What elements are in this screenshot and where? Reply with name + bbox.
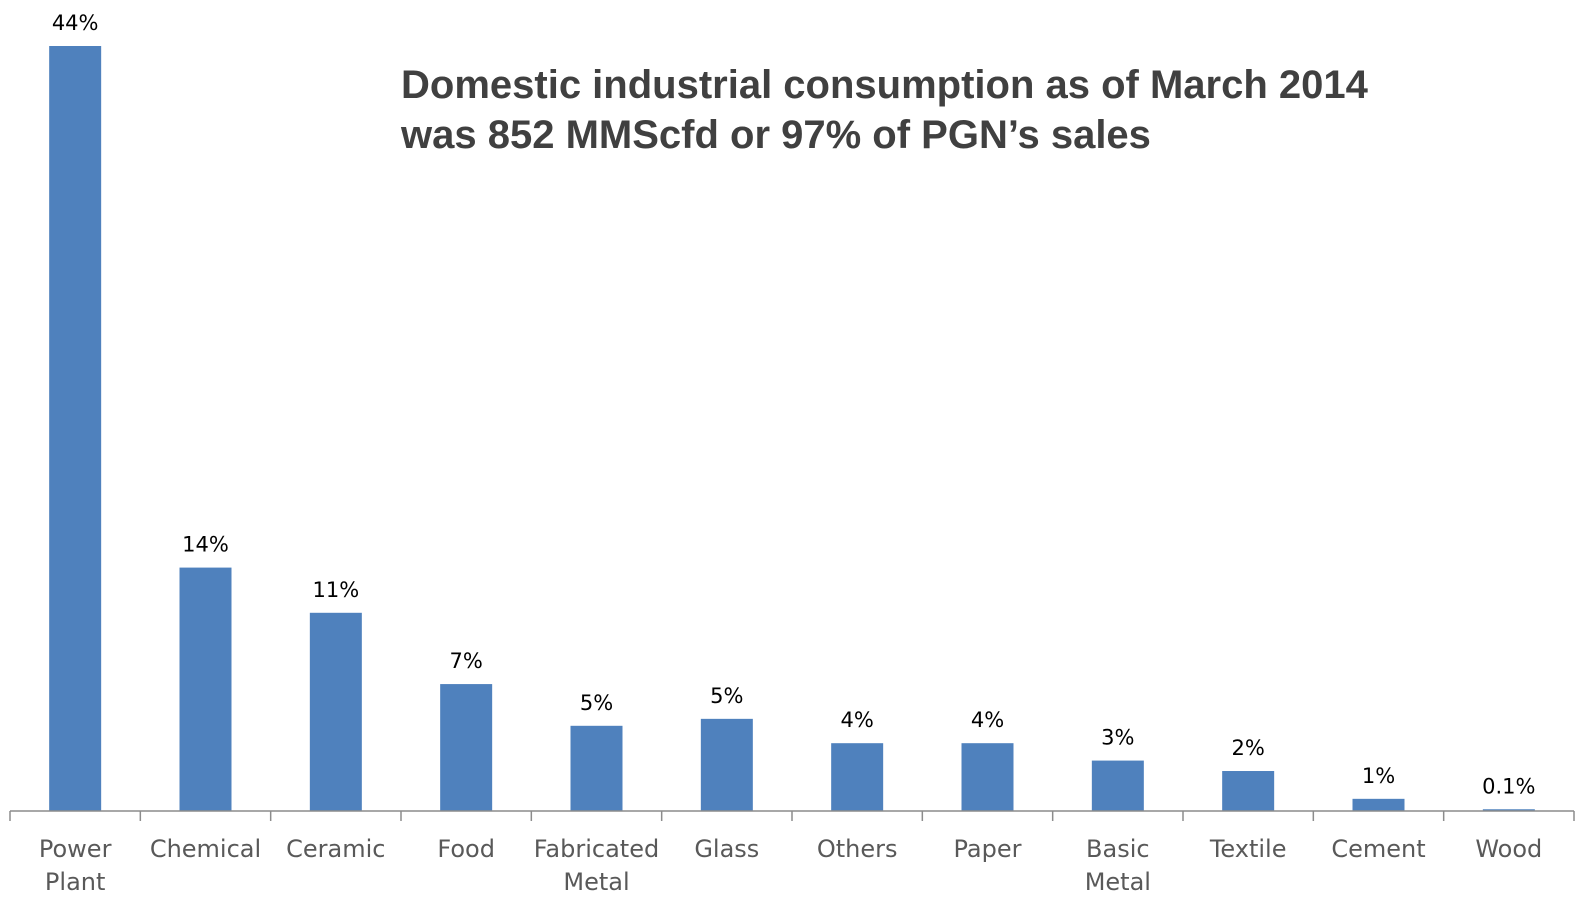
x-tick-label: Fabricated Metal: [534, 835, 659, 896]
x-tick-label: Others: [817, 835, 898, 863]
data-label: 4%: [841, 708, 874, 732]
data-label: 11%: [312, 578, 359, 602]
x-tick-label: Power Plant: [39, 835, 112, 896]
data-label: 14%: [182, 533, 229, 557]
x-tick-label: Ceramic: [286, 835, 385, 863]
chart-title-line-2: was 852 MMScfd or 97% of PGN’s sales: [401, 113, 1151, 157]
x-tick-labels: Power Plant Chemical Ceramic Food Fabricated M…: [39, 835, 1542, 896]
bars-group: [49, 46, 1535, 811]
data-label: 0.1%: [1482, 774, 1535, 798]
bar: [570, 725, 623, 811]
data-label: 2%: [1232, 736, 1265, 760]
bar: [1482, 809, 1535, 811]
x-tick-label: Wood: [1475, 835, 1542, 863]
bar: [179, 567, 232, 811]
x-tick-label: Cement: [1331, 835, 1425, 863]
data-label: 44%: [52, 11, 99, 35]
bar: [1222, 771, 1275, 811]
data-label: 5%: [580, 691, 613, 715]
bar: [1091, 760, 1144, 811]
data-label: 1%: [1362, 764, 1395, 788]
bar: [831, 743, 884, 811]
x-tick-label: Textile: [1209, 835, 1287, 863]
data-label: 3%: [1101, 726, 1134, 750]
bar: [1352, 798, 1405, 811]
data-labels: 44% 14% 11% 7% 5% 5% 4% 4% 3% 2% 1% 0.1%: [52, 11, 1536, 798]
data-label: 7%: [450, 649, 483, 673]
bar: [961, 743, 1014, 811]
chart-title-line-1: Domestic industrial consumption as of Ma…: [401, 63, 1368, 107]
bar: [440, 684, 493, 811]
x-tick-label: Basic Metal: [1085, 835, 1151, 896]
x-axis: [9, 810, 1575, 821]
x-tick-label: Chemical: [150, 835, 261, 863]
data-label: 5%: [710, 684, 743, 708]
x-tick-label: Glass: [694, 835, 759, 863]
chart-title: Domestic industrial consumption as of Ma…: [401, 60, 1501, 160]
bar: [700, 718, 753, 811]
data-label: 4%: [971, 708, 1004, 732]
bar: [309, 612, 362, 811]
x-tick-label: Food: [437, 835, 495, 863]
bar: [49, 46, 102, 811]
x-tick-label: Paper: [954, 835, 1022, 863]
